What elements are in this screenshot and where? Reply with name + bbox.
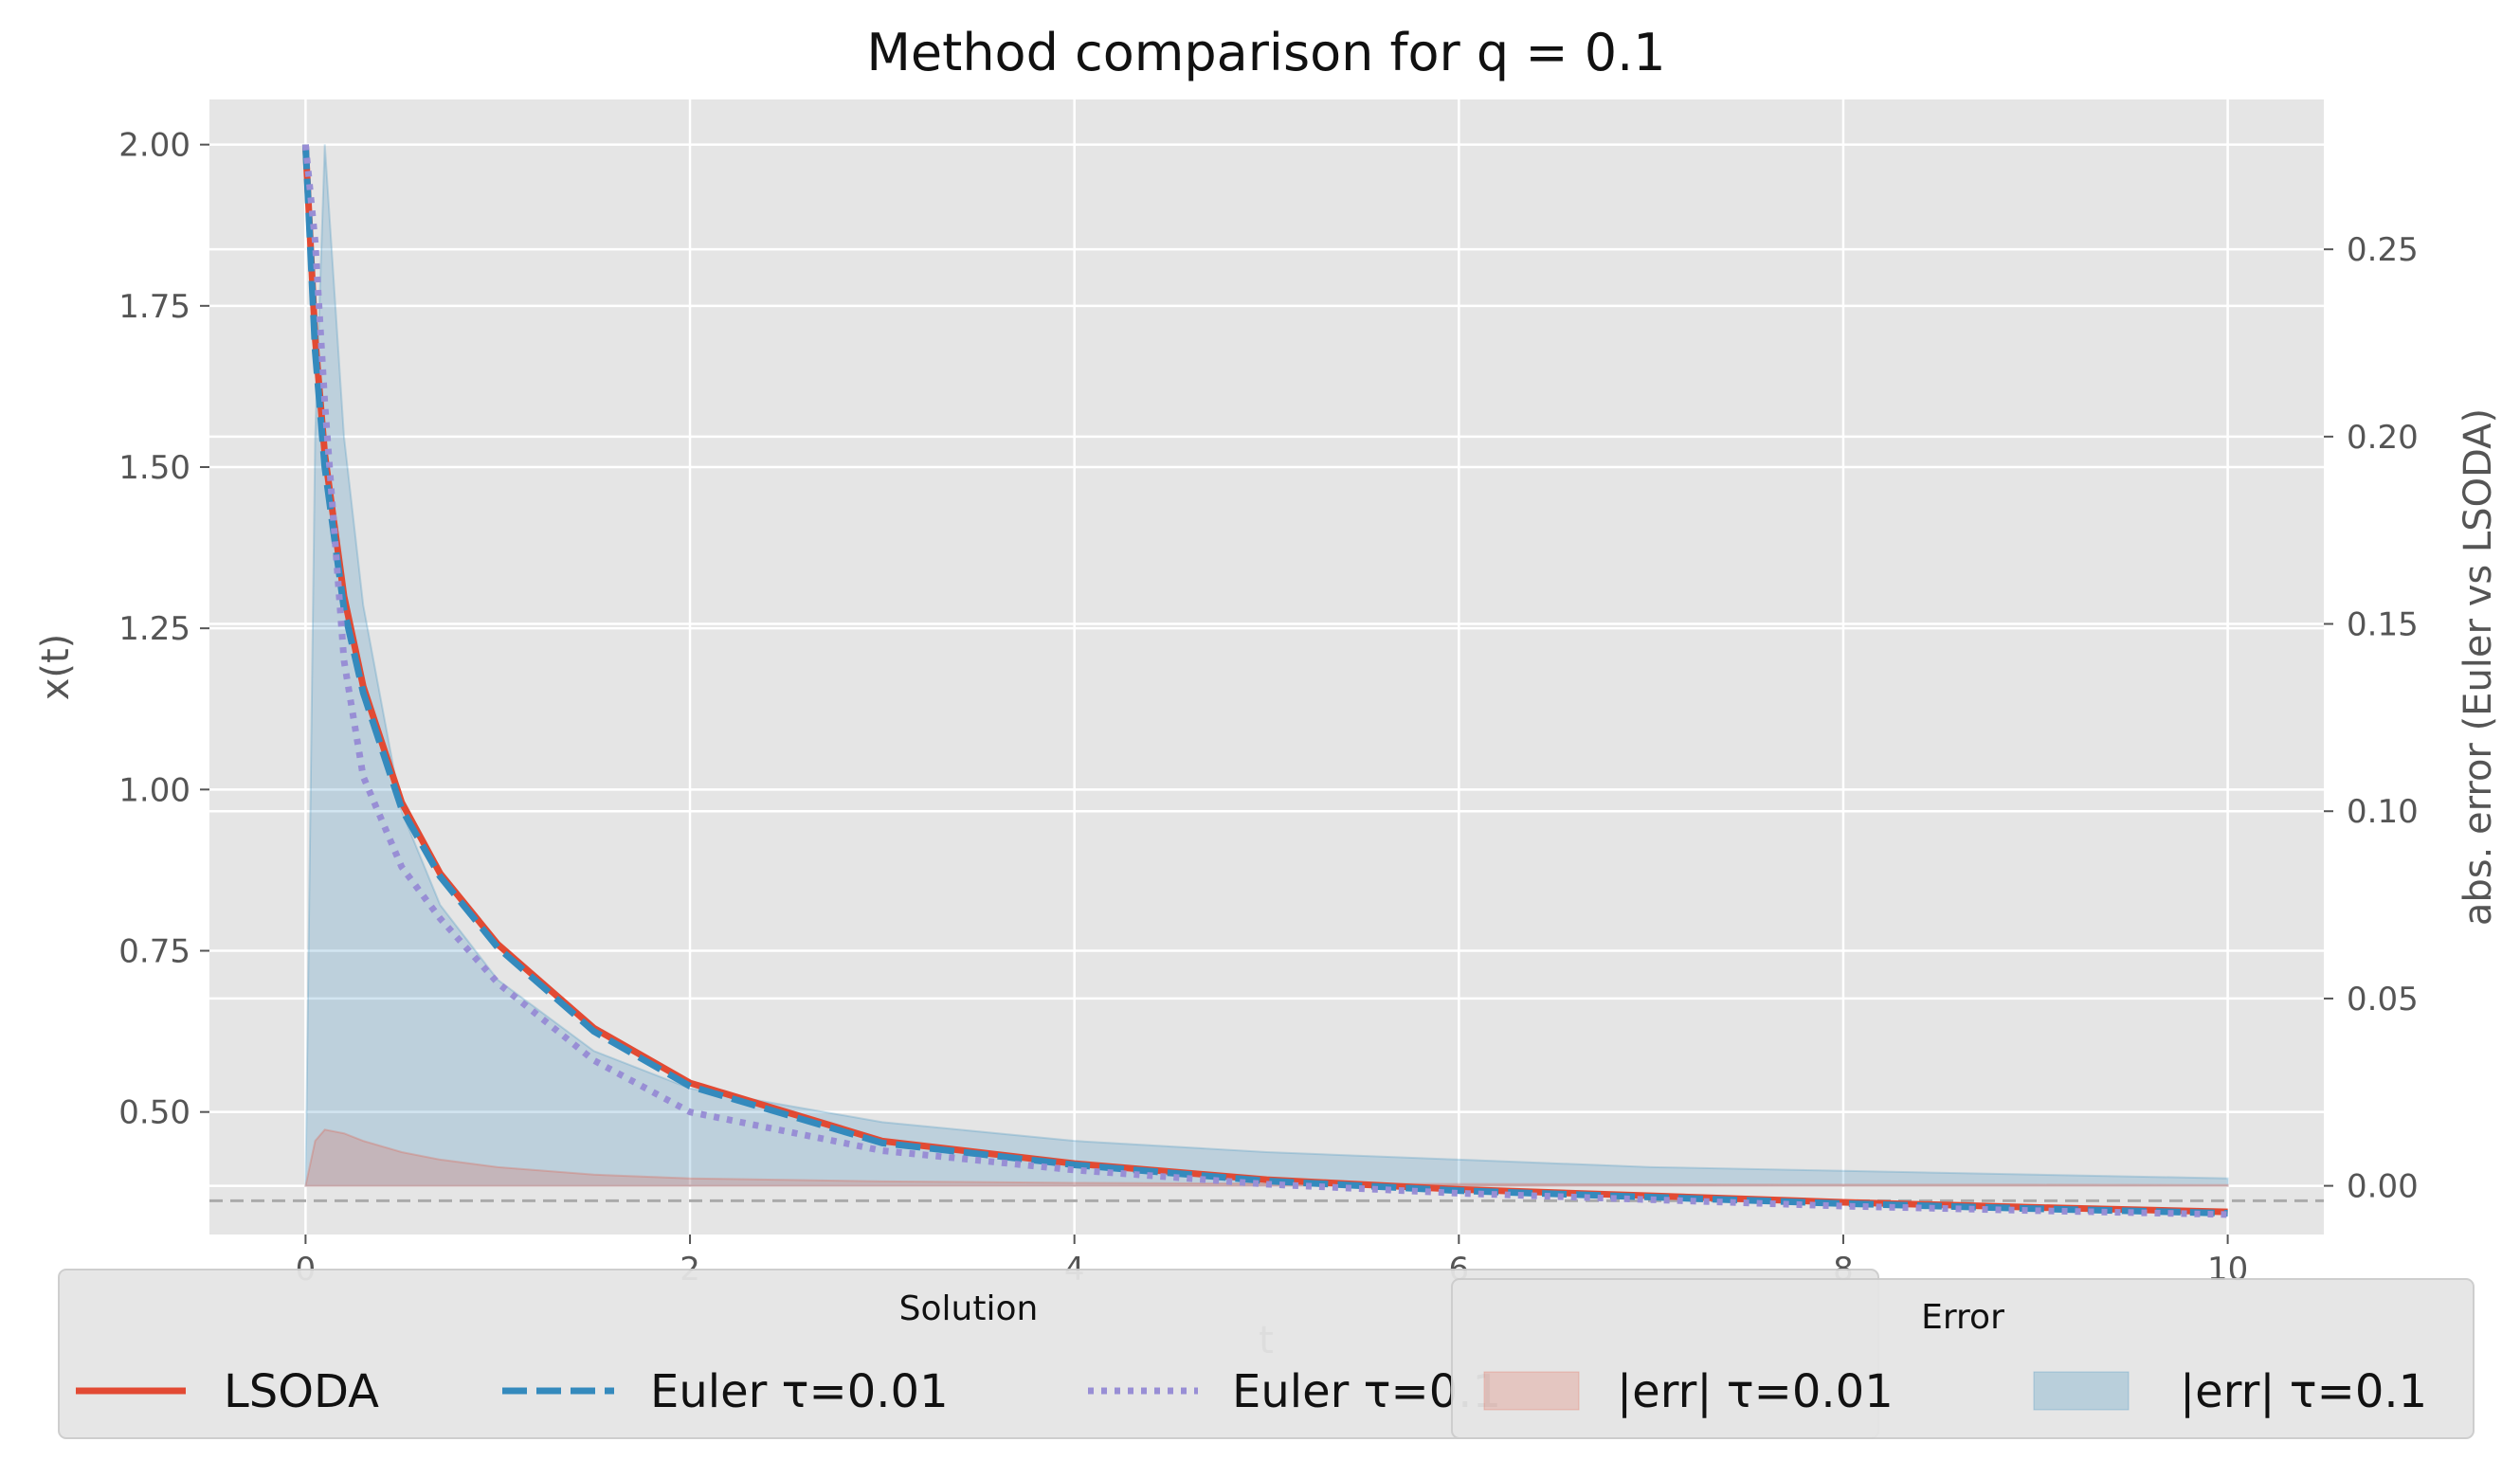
y2-tick-label-4: 0.20 — [2347, 419, 2419, 457]
y-tick-label-2: 1.00 — [118, 771, 190, 809]
legend-label-err-01: |err| τ=0.1 — [2180, 1365, 2427, 1418]
legend-swatch-err-01 — [2033, 1371, 2130, 1411]
solution-lines — [301, 144, 2228, 1218]
plot-area-background — [209, 99, 2324, 1235]
error-fills — [304, 144, 2229, 1187]
y-axis-ticks: 0.50 0.75 1.00 1.25 1.50 1.75 2.00 — [118, 127, 209, 1132]
legend-solution: Solution LSODA Euler τ=0.01 Euler τ=0.1 — [58, 1269, 1879, 1439]
y2-tick-label-1: 0.05 — [2347, 981, 2419, 1018]
legend-solution-title: Solution — [899, 1289, 1039, 1328]
y-tick-label-4: 1.50 — [118, 449, 190, 487]
legend-error: Error |err| τ=0.01 |err| τ=0.1 — [1451, 1278, 2475, 1439]
legend-label-euler-001: Euler τ=0.01 — [650, 1365, 949, 1418]
error-fill-1 — [304, 144, 2229, 1187]
y-axis-label: x(t) — [34, 634, 78, 701]
series-line-1 — [301, 144, 2228, 1217]
grid-lines — [209, 99, 2324, 1235]
y-tick-label-3: 1.25 — [118, 610, 190, 648]
y-tick-label-6: 2.00 — [118, 127, 190, 165]
y2-axis-ticks: 0.00 0.05 0.10 0.15 0.20 0.25 — [2324, 231, 2419, 1206]
y2-tick-label-0: 0.00 — [2347, 1168, 2419, 1206]
legend-label-err-001: |err| τ=0.01 — [1617, 1365, 1894, 1418]
y2-tick-label-2: 0.10 — [2347, 793, 2419, 831]
legend-label-lsoda: LSODA — [224, 1365, 379, 1418]
chart-title: Method comparison for q = 0.1 — [866, 23, 1665, 82]
legend-swatch-err-001 — [1483, 1371, 1580, 1411]
y-tick-label-5: 1.75 — [118, 288, 190, 326]
series-line-2 — [301, 144, 2228, 1218]
error-fill-0 — [304, 1128, 2229, 1187]
legend-error-title: Error — [1921, 1298, 2004, 1337]
y2-tick-label-5: 0.25 — [2347, 231, 2419, 269]
y2-axis-label: abs. error (Euler vs LSODA) — [2457, 408, 2500, 926]
y-tick-label-1: 0.75 — [118, 933, 190, 971]
y-tick-label-0: 0.50 — [118, 1094, 190, 1132]
legend-error-box — [1451, 1278, 2475, 1439]
y2-tick-label-3: 0.15 — [2347, 606, 2419, 644]
